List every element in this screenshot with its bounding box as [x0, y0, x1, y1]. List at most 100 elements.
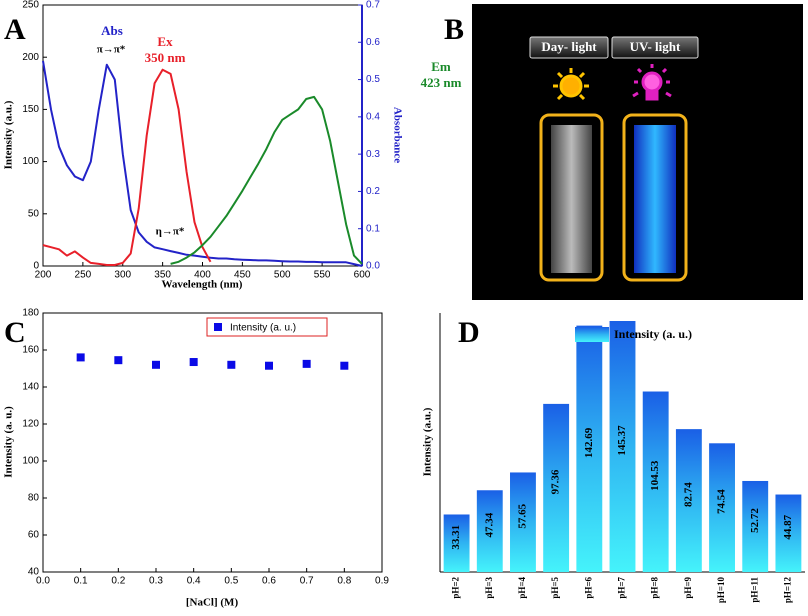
bar: [742, 480, 769, 572]
value-label: 97.36: [550, 469, 562, 494]
cuvette: [634, 125, 676, 273]
bar: [709, 443, 735, 572]
value-label: 104.53: [649, 460, 661, 491]
point: [152, 360, 160, 369]
y2-tick-label: 0.6: [366, 37, 380, 48]
annotation: 350 nm: [145, 50, 186, 65]
annotation: π→π*: [97, 44, 126, 56]
point: [189, 358, 198, 367]
x-tick-label: pH=2: [451, 577, 461, 599]
x-tick-label: 0.0: [36, 576, 50, 587]
y-tick-label: 100: [22, 456, 39, 467]
bar: [775, 494, 802, 572]
annotation: Ex: [157, 34, 173, 49]
point: [265, 361, 273, 370]
x-tick-label: 300: [114, 270, 131, 281]
value-label: 145.37: [616, 425, 628, 456]
x-tick-label: 500: [274, 270, 291, 281]
x-tick-label: 0.6: [262, 576, 276, 587]
photo-label: Day- light: [541, 39, 597, 54]
value-label: 47.34: [483, 512, 495, 537]
bar: [443, 514, 470, 572]
x-tick-label: pH=10: [716, 577, 726, 604]
cuvette: [551, 125, 592, 273]
x-tick-label: 0.4: [187, 576, 201, 587]
x-tick-label: 0.7: [300, 576, 314, 587]
y-tick-label: 80: [28, 493, 40, 504]
x-tick-label: pH=9: [683, 577, 693, 599]
plot-frame: [42, 312, 383, 573]
legend-box: [206, 317, 328, 337]
x-axis-label: Wavelength (nm): [162, 279, 243, 291]
y-tick-label: 200: [22, 52, 39, 63]
y-axis-label: Intensity (a.u.): [422, 407, 434, 476]
y-tick-label: 180: [22, 308, 39, 319]
value-label: 74.54: [716, 489, 728, 514]
annotation: 423 nm: [421, 75, 462, 90]
point: [114, 356, 123, 365]
y-axis-label: Intensity (a.u.): [3, 100, 15, 169]
point: [302, 359, 311, 368]
y-tick-label: 40: [28, 567, 40, 578]
y-axis-label: Intensity (a. u.): [3, 406, 15, 478]
x-tick-label: 400: [194, 270, 211, 281]
series-line: [42, 60, 363, 267]
bar: [642, 391, 669, 572]
x-tick-label: pH=3: [484, 577, 494, 599]
x-tick-label: pH=11: [749, 577, 759, 603]
y2-tick-label: 0.2: [366, 186, 380, 197]
plot-frame: [42, 4, 363, 267]
bar: [510, 472, 536, 572]
bar: [609, 320, 636, 572]
value-label: 33.31: [450, 525, 462, 550]
y-tick-label: 160: [22, 345, 39, 356]
cuvette-frame: [539, 113, 604, 282]
y2-axis-label: Absorbance: [391, 107, 403, 163]
panel-letter: A: [4, 13, 26, 46]
y-tick-label: 150: [22, 104, 39, 115]
x-tick-label: pH=6: [583, 577, 593, 599]
series-line: [170, 95, 363, 265]
x-tick-label: 0.2: [111, 576, 125, 587]
bulb-icon: [632, 64, 672, 101]
y2-tick-label: 0.3: [366, 149, 380, 160]
label-box: [529, 36, 609, 59]
panel-letter: B: [444, 13, 464, 46]
y2-tick-label: 0.5: [366, 74, 380, 85]
legend-swatch: [575, 327, 609, 342]
bar: [576, 325, 603, 572]
panel-letter: D: [458, 316, 480, 349]
annotation: η→π*: [156, 226, 185, 238]
y2-tick-label: 0.1: [366, 223, 380, 234]
bar: [543, 403, 570, 572]
x-tick-label: 200: [35, 270, 52, 281]
y-tick-label: 250: [22, 0, 39, 11]
x-tick-label: pH=5: [550, 577, 560, 599]
y-tick-label: 60: [28, 530, 40, 541]
legend-swatch: [214, 323, 222, 331]
y2-tick-label: 0.4: [366, 111, 380, 122]
x-tick-label: 550: [314, 270, 331, 281]
x-tick-label: pH=4: [517, 577, 527, 599]
y-tick-label: 140: [22, 382, 39, 393]
point: [227, 360, 236, 369]
x-tick-label: 0.5: [224, 576, 238, 587]
point: [76, 353, 85, 362]
sun-icon: [553, 68, 589, 101]
x-tick-label: 0.9: [375, 576, 389, 587]
value-label: 44.87: [782, 514, 794, 539]
x-axis-label: [NaCl] (M): [186, 597, 239, 609]
annotation: Em: [431, 59, 451, 74]
x-tick-label: pH=12: [782, 577, 792, 604]
x-tick-label: 250: [75, 270, 92, 281]
legend-label: Intensity (a. u.): [230, 323, 296, 334]
bar: [675, 429, 702, 572]
photo-label: UV- light: [630, 39, 681, 54]
y2-tick-label: 0.7: [366, 0, 380, 11]
bar: [476, 490, 503, 572]
y-tick-label: 100: [22, 156, 39, 167]
annotation: Abs: [101, 23, 123, 38]
x-tick-label: 0.1: [74, 576, 88, 587]
y2-tick-label: 0.0: [366, 261, 380, 272]
